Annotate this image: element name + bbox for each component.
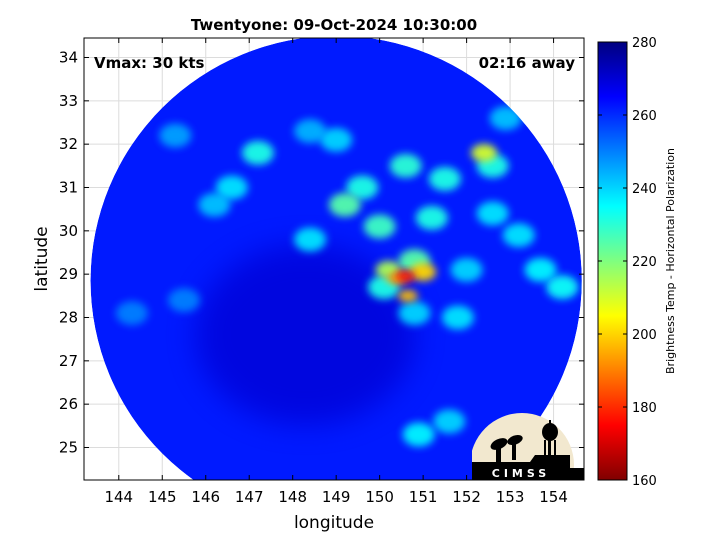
- brightness-feature: [168, 288, 200, 313]
- brightness-feature: [489, 106, 522, 131]
- brightness-feature: [524, 257, 557, 282]
- building-shape: [472, 455, 584, 480]
- brightness-feature: [294, 227, 327, 252]
- brightness-feature: [502, 223, 535, 248]
- chart-title: Twentyone: 09-Oct-2024 10:30:00: [191, 16, 477, 34]
- colorbar-label: Brightness Temp - Horizontal Polarizatio…: [664, 148, 677, 374]
- y-tick-label: 26: [59, 395, 78, 413]
- vmax-annotation: Vmax: 30 kts: [94, 54, 204, 72]
- y-axis-ticks: 25 26 27 28 29 30 31 32 33 34: [59, 49, 584, 457]
- brightness-feature: [428, 166, 461, 191]
- y-tick-label: 29: [59, 265, 78, 283]
- y-axis-label: latitude: [32, 226, 52, 291]
- brightness-feature: [363, 214, 396, 239]
- y-tick-label: 25: [59, 439, 78, 457]
- logo-text: CIMSS: [492, 467, 550, 480]
- brightness-feature: [389, 153, 422, 178]
- brightness-feature: [198, 192, 231, 217]
- brightness-feature: [410, 263, 437, 281]
- colorbar-tick-label: 160: [632, 474, 657, 489]
- colorbar-tick-label: 220: [632, 255, 657, 270]
- x-axis-label: longitude: [294, 513, 374, 533]
- brightness-feature: [328, 192, 361, 217]
- colorbar-tick-label: 280: [632, 36, 657, 51]
- brightness-feature: [433, 409, 466, 434]
- brightness-feature: [398, 301, 431, 326]
- x-tick-label: 153: [496, 488, 525, 506]
- brightness-feature: [346, 175, 379, 200]
- x-tick-label: 147: [235, 488, 264, 506]
- y-tick-label: 28: [59, 309, 78, 327]
- colorbar-tick-label: 240: [632, 182, 657, 197]
- colorbar: [597, 41, 628, 481]
- brightness-feature: [402, 422, 435, 447]
- x-tick-label: 145: [148, 488, 177, 506]
- cimss-logo: CIMSS: [472, 413, 584, 480]
- x-tick-label: 152: [452, 488, 481, 506]
- brightness-feature: [294, 119, 327, 144]
- colorbar-tick-label: 180: [632, 401, 657, 416]
- x-tick-label: 146: [191, 488, 220, 506]
- y-tick-label: 33: [59, 92, 78, 110]
- swath: [90, 38, 582, 480]
- x-axis-ticks: 144 145 146 147 148 149 150 151 152 153 154: [104, 38, 568, 506]
- brightness-feature: [546, 275, 579, 300]
- x-tick-label: 151: [409, 488, 438, 506]
- brightness-feature: [320, 127, 353, 152]
- brightness-feature: [476, 201, 509, 226]
- y-tick-label: 34: [59, 49, 78, 67]
- cold-region: [195, 244, 416, 425]
- brightness-feature: [241, 140, 274, 165]
- colorbar-tick-label: 260: [632, 109, 657, 124]
- x-tick-label: 150: [365, 488, 394, 506]
- colorbar-ticks: 160 180 200 220 240 260 280: [598, 36, 657, 489]
- brightness-feature: [450, 257, 483, 282]
- brightness-feature: [395, 270, 416, 283]
- brightness-feature: [471, 143, 497, 162]
- dish-icon: [490, 434, 523, 462]
- brightness-feature: [115, 301, 148, 326]
- brightness-feature: [215, 175, 248, 200]
- y-tick-label: 31: [59, 179, 78, 197]
- y-tick-label: 30: [59, 222, 78, 240]
- brightness-feature: [397, 289, 418, 302]
- brightness-feature: [441, 305, 474, 330]
- water-tower-icon: [542, 420, 558, 466]
- brightness-feature: [159, 123, 192, 148]
- brightness-feature: [415, 205, 448, 230]
- x-tick-label: 149: [322, 488, 351, 506]
- time-away-annotation: 02:16 away: [479, 54, 576, 72]
- y-tick-label: 27: [59, 352, 78, 370]
- colorbar-tick-label: 200: [632, 328, 657, 343]
- x-tick-label: 154: [539, 488, 568, 506]
- y-tick-label: 32: [59, 135, 78, 153]
- x-tick-label: 144: [104, 488, 133, 506]
- x-tick-label: 148: [278, 488, 307, 506]
- plot-frame: [83, 37, 585, 481]
